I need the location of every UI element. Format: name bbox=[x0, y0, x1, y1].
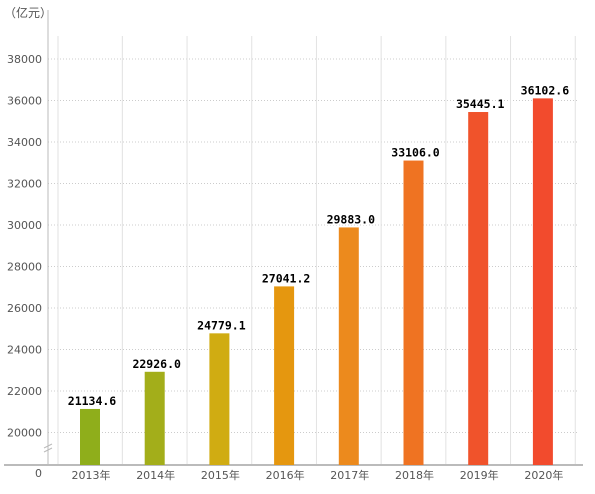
y-axis-unit-label: （亿元） bbox=[4, 5, 52, 20]
axis-break-mark bbox=[43, 447, 53, 453]
x-tick-label: 2013年 bbox=[72, 468, 111, 482]
data-label: 21134.6 bbox=[68, 394, 117, 408]
x-tick-labels: 2013年 2014年 2015年 2016年 2017年 2018年 2019年 2020年 bbox=[72, 468, 564, 482]
data-labels: 21134.6 22926.0 24779.1 27041.2 29883.0 33106… bbox=[66, 82, 570, 410]
bar bbox=[274, 286, 295, 465]
x-tick-label: 2017年 bbox=[330, 468, 369, 482]
axis-break-mark bbox=[43, 443, 53, 449]
data-label: 24779.1 bbox=[197, 318, 246, 332]
bar bbox=[338, 227, 359, 465]
data-label: 33106.0 bbox=[391, 146, 440, 160]
data-label: 29883.0 bbox=[327, 212, 376, 226]
data-label: 22926.0 bbox=[132, 357, 181, 371]
x-tick-label: 2020年 bbox=[524, 468, 563, 482]
y-tick-label-zero: 0 bbox=[35, 467, 42, 480]
x-tick-label: 2016年 bbox=[266, 468, 305, 482]
data-label: 36102.6 bbox=[521, 83, 570, 97]
data-label: 27041.2 bbox=[262, 271, 310, 285]
y-tick-label: 36000 bbox=[7, 95, 42, 108]
y-tick-label: 28000 bbox=[7, 261, 42, 274]
x-tick-label: 2018年 bbox=[395, 468, 434, 482]
y-tick-label: 30000 bbox=[7, 219, 42, 232]
y-tick-label: 24000 bbox=[7, 344, 42, 357]
y-tick-label: 34000 bbox=[7, 136, 42, 149]
grid-lines bbox=[48, 36, 578, 465]
y-tick-label: 38000 bbox=[7, 53, 42, 66]
y-tick-labels: 20000 22000 24000 26000 28000 30000 32000 34000… bbox=[7, 53, 42, 480]
x-tick-label: 2019年 bbox=[460, 468, 499, 482]
bar bbox=[403, 160, 424, 465]
bars bbox=[80, 98, 553, 466]
y-tick-label: 32000 bbox=[7, 178, 42, 191]
x-tick-label: 2014年 bbox=[136, 468, 175, 482]
y-tick-label: 26000 bbox=[7, 302, 42, 315]
bar bbox=[209, 333, 230, 465]
bar bbox=[144, 371, 165, 465]
bar bbox=[532, 98, 553, 466]
x-tick-label: 2015年 bbox=[201, 468, 240, 482]
data-label: 35445.1 bbox=[456, 97, 505, 111]
bar bbox=[80, 408, 100, 465]
y-tick-label: 22000 bbox=[7, 385, 42, 398]
bar bbox=[468, 112, 489, 466]
y-tick-label: 20000 bbox=[7, 427, 42, 440]
